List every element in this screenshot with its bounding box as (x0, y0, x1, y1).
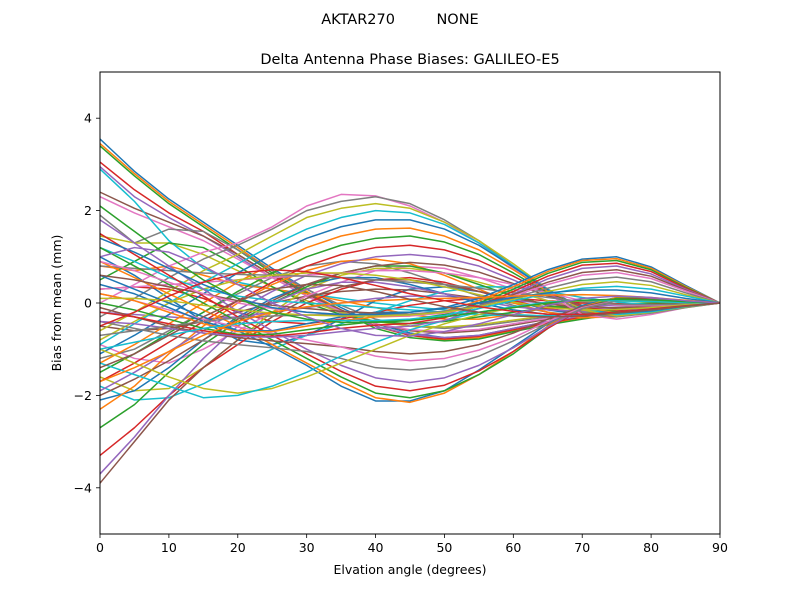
x-tick-label: 20 (230, 540, 246, 555)
suptitle: AKTAR270 NONE (321, 12, 478, 28)
series-line (99, 237, 721, 316)
series-line (99, 205, 721, 324)
x-tick-label: 40 (368, 540, 384, 555)
series-line (99, 260, 721, 317)
y-axis-label: Bias from mean (mm) (49, 235, 64, 372)
chart-title: Delta Antenna Phase Biases: GALILEO-E5 (260, 52, 559, 68)
x-tick-label: 90 (712, 540, 728, 555)
series-line (99, 260, 721, 404)
series-line (99, 285, 721, 350)
x-tick-label: 50 (436, 540, 452, 555)
series-lines (99, 138, 721, 484)
x-tick-label: 80 (643, 540, 659, 555)
y-tick-label: −4 (74, 480, 92, 495)
x-tick-label: 30 (299, 540, 315, 555)
x-tick-label: 60 (505, 540, 521, 555)
y-tick-label: 2 (84, 203, 92, 218)
series-line (99, 286, 721, 401)
series-line (99, 276, 721, 337)
x-axis-ticks: 0 10 20 30 40 50 60 70 80 90 (96, 534, 728, 555)
series-line (99, 299, 721, 399)
series-line (99, 283, 721, 369)
x-tick-label: 0 (96, 540, 104, 555)
y-axis-ticks: −4 −2 0 2 4 (74, 111, 100, 495)
series-line (99, 261, 721, 397)
series-line (99, 235, 721, 373)
y-tick-label: 4 (84, 111, 92, 126)
x-tick-label: 10 (161, 540, 177, 555)
y-tick-label: −2 (74, 388, 92, 403)
series-line (99, 265, 721, 338)
series-line (99, 262, 721, 338)
series-line (99, 202, 721, 332)
series-line (99, 268, 721, 327)
x-tick-label: 70 (574, 540, 590, 555)
series-line (99, 246, 721, 399)
series-line (100, 281, 721, 317)
series-line (99, 195, 721, 318)
series-line (99, 246, 721, 338)
x-axis-label: Elvation angle (degrees) (333, 562, 486, 577)
series-line (99, 265, 721, 306)
y-tick-label: 0 (84, 296, 92, 311)
series-line (99, 193, 721, 320)
